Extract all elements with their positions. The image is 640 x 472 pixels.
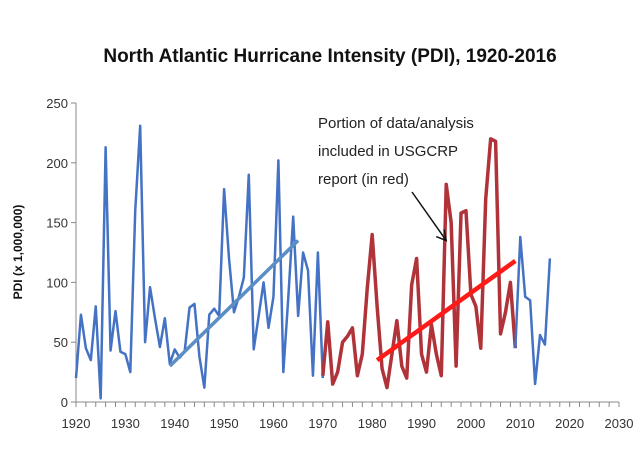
y-axis-label: PDI (x 1,000,000) <box>11 205 25 300</box>
trendline-2 <box>375 259 517 362</box>
y-tick-label: 50 <box>54 335 68 350</box>
x-tick-label: 1920 <box>62 416 91 431</box>
annotation-line-1: Portion of data/analysis <box>318 115 474 132</box>
y-tick-label: 250 <box>46 96 68 111</box>
annotation: Portion of data/analysis included in USG… <box>318 115 474 242</box>
x-tick-label: 1950 <box>210 416 239 431</box>
x-tick-label: 1970 <box>308 416 337 431</box>
x-tick-label: 1940 <box>160 416 189 431</box>
y-tick-label: 0 <box>61 395 68 410</box>
annotation-line-3: report (in red) <box>318 171 409 188</box>
series-line-2 <box>321 137 518 390</box>
x-tick-label: 1980 <box>358 416 387 431</box>
series-line-1 <box>74 124 325 400</box>
chart-title: North Atlantic Hurricane Intensity (PDI)… <box>103 46 556 67</box>
y-tick-label: 150 <box>46 216 68 231</box>
x-tick-label: 1930 <box>111 416 140 431</box>
series-lines <box>74 124 552 400</box>
x-tick-label: 2010 <box>506 416 535 431</box>
arrow-head-icon <box>435 229 448 242</box>
x-tick-label: 2000 <box>456 416 485 431</box>
x-tick-label: 1990 <box>407 416 436 431</box>
x-tick-label: 2020 <box>555 416 584 431</box>
annotation-line-2: included in USGCRP <box>318 143 458 160</box>
x-tick-label: 1960 <box>259 416 288 431</box>
y-tick-label: 100 <box>46 275 68 290</box>
x-tick-label: 2030 <box>605 416 634 431</box>
y-tick-label: 200 <box>46 156 68 171</box>
annotation-arrow-line <box>411 191 447 241</box>
trendline-1 <box>168 239 300 368</box>
series-line-3 <box>514 235 552 386</box>
axes: 0 50 100 150 200 250 1920 1930 1940 1950 1960 1970 1… <box>46 96 633 431</box>
